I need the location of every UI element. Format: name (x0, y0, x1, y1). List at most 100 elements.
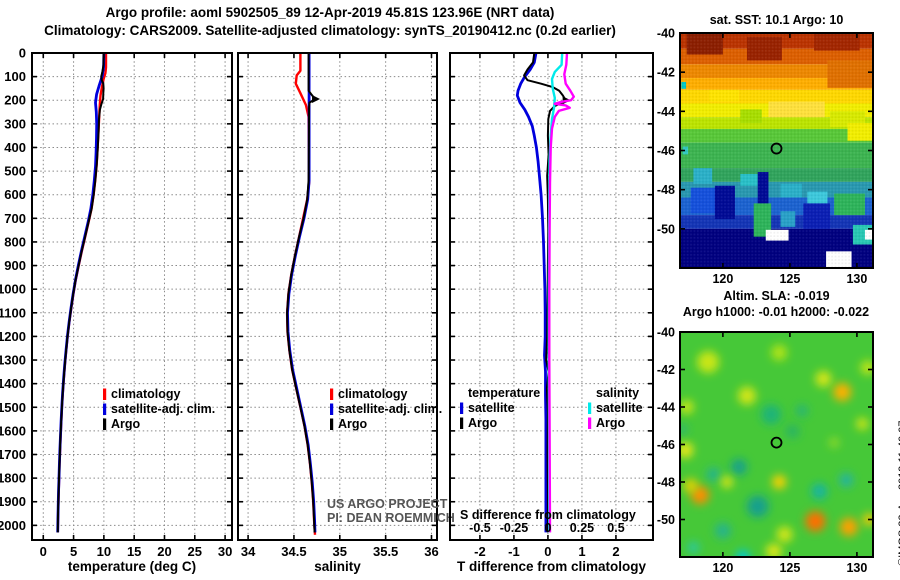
sla-map: 120 125 130 -40 -42 -44 -46 -48 -50 (657, 326, 874, 575)
legend-swatch-climatology (103, 388, 107, 400)
svg-text:-44: -44 (657, 105, 675, 119)
svg-text:-1: -1 (508, 544, 520, 559)
svg-text:Argo: Argo (468, 416, 498, 430)
panel-difference-argo-S-diff (548, 52, 576, 533)
svg-text:-44: -44 (657, 401, 675, 415)
temperature-axis-label: temperature (deg C) (67, 559, 197, 574)
legend-swatch-satellite-adj-clim- (330, 403, 334, 415)
svg-text:500: 500 (4, 164, 26, 179)
svg-text:1800: 1800 (0, 471, 26, 486)
svg-text:125: 125 (779, 272, 800, 286)
figure-title-line1: Argo profile: aoml 5902505_89 12-Apr-201… (105, 5, 555, 20)
salinity-axis-label: salinity (314, 559, 361, 574)
svg-text:satellite: satellite (468, 401, 515, 415)
svg-text:-0.25: -0.25 (500, 521, 529, 535)
svg-text:0: 0 (544, 521, 551, 535)
svg-text:1600: 1600 (0, 423, 26, 438)
svg-text:-48: -48 (657, 476, 675, 490)
legend-swatch-argo (460, 417, 464, 429)
svg-text:1700: 1700 (0, 447, 26, 462)
svg-text:Argo: Argo (596, 416, 626, 430)
legend-swatch-satellite (460, 402, 464, 414)
svg-text:satellite: satellite (596, 401, 643, 415)
svg-text:0: 0 (40, 544, 47, 559)
svg-text:1200: 1200 (0, 329, 26, 344)
svg-text:200: 200 (4, 93, 26, 108)
svg-text:5: 5 (70, 544, 77, 559)
svg-text:-40: -40 (657, 27, 675, 41)
argo-position-marker (770, 436, 783, 449)
svg-text:130: 130 (846, 561, 867, 575)
svg-text:35.5: 35.5 (373, 544, 398, 559)
svg-text:-48: -48 (657, 183, 675, 197)
svg-text:1100: 1100 (0, 305, 26, 320)
svg-text:30: 30 (218, 544, 232, 559)
svg-text:120: 120 (712, 561, 733, 575)
svg-text:125: 125 (779, 561, 800, 575)
svg-text:satellite-adj. clim.: satellite-adj. clim. (111, 402, 215, 416)
svg-text:satellite-adj. clim.: satellite-adj. clim. (338, 402, 442, 416)
panel-temperature-argo (56, 52, 105, 533)
svg-text:-46: -46 (657, 144, 675, 158)
svg-text:-50: -50 (657, 222, 675, 236)
svg-text:700: 700 (4, 211, 26, 226)
svg-text:S difference from climatology: S difference from climatology (460, 508, 636, 522)
panel-difference-satellite-T-diff (515, 52, 548, 533)
svg-text:100: 100 (4, 69, 26, 84)
svg-text:1900: 1900 (0, 494, 26, 509)
svg-text:US ARGO PROJECT: US ARGO PROJECT (327, 497, 448, 511)
svg-text:-2: -2 (474, 544, 486, 559)
svg-text:2000: 2000 (0, 518, 26, 533)
t-difference-axis-label: T difference from climatology (456, 559, 647, 574)
legend-swatch-satellite (588, 402, 592, 414)
legend-swatch-argo (330, 418, 334, 430)
svg-text:temperature: temperature (468, 386, 540, 400)
svg-text:Argo: Argo (111, 417, 141, 431)
svg-text:10: 10 (97, 544, 111, 559)
svg-text:2: 2 (612, 544, 619, 559)
svg-text:1400: 1400 (0, 376, 26, 391)
sst-map: 120 125 130 -40 -42 -44 -46 -48 -50 (657, 27, 874, 286)
legend-swatch-satellite-adj-clim- (103, 403, 107, 415)
panel-salinity-argo (286, 53, 316, 533)
svg-text:36: 36 (424, 544, 438, 559)
svg-text:34.5: 34.5 (281, 544, 306, 559)
svg-text:0: 0 (544, 544, 551, 559)
svg-text:-0.5: -0.5 (469, 521, 491, 535)
svg-text:Argo: Argo (338, 417, 368, 431)
svg-text:0.5: 0.5 (607, 521, 624, 535)
svg-text:20: 20 (157, 544, 171, 559)
svg-text:120: 120 (712, 272, 733, 286)
svg-text:-42: -42 (657, 66, 675, 80)
svg-text:34: 34 (241, 544, 256, 559)
svg-text:1300: 1300 (0, 353, 26, 368)
panel-salinity-satellite-adj-clim (286, 53, 317, 533)
svg-text:1500: 1500 (0, 400, 26, 415)
sla-title-line2: Argo h1000: -0.01 h2000: -0.022 (682, 305, 870, 319)
svg-text:PI: DEAN ROEMMICH: PI: DEAN ROEMMICH (327, 511, 455, 525)
svg-text:600: 600 (4, 187, 26, 202)
svg-text:800: 800 (4, 234, 26, 249)
svg-text:-50: -50 (657, 513, 675, 527)
svg-text:climatology: climatology (338, 387, 408, 401)
svg-text:-46: -46 (657, 438, 675, 452)
svg-text:-40: -40 (657, 326, 675, 340)
legend-swatch-climatology (330, 388, 334, 400)
legend-swatch-argo (103, 418, 107, 430)
sst-map-title: sat. SST: 10.1 Argo: 10 (709, 13, 844, 27)
svg-text:900: 900 (4, 258, 26, 273)
figure-title-line2: Climatology: CARS2009. Satellite-adjuste… (44, 23, 616, 38)
svg-text:0: 0 (19, 46, 26, 61)
svg-text:300: 300 (4, 116, 26, 131)
panel-temperature-satellite-adj-clim (56, 52, 106, 533)
panel-salinity-marker (312, 95, 321, 104)
svg-text:15: 15 (127, 544, 141, 559)
svg-text:35: 35 (333, 544, 347, 559)
argo-position-marker (770, 142, 783, 155)
svg-text:130: 130 (846, 272, 867, 286)
svg-text:-42: -42 (657, 363, 675, 377)
svg-text:1: 1 (578, 544, 585, 559)
difference-profile-panel: -2 -1 0 1 2 S difference from climatology-0.5… (449, 52, 654, 559)
